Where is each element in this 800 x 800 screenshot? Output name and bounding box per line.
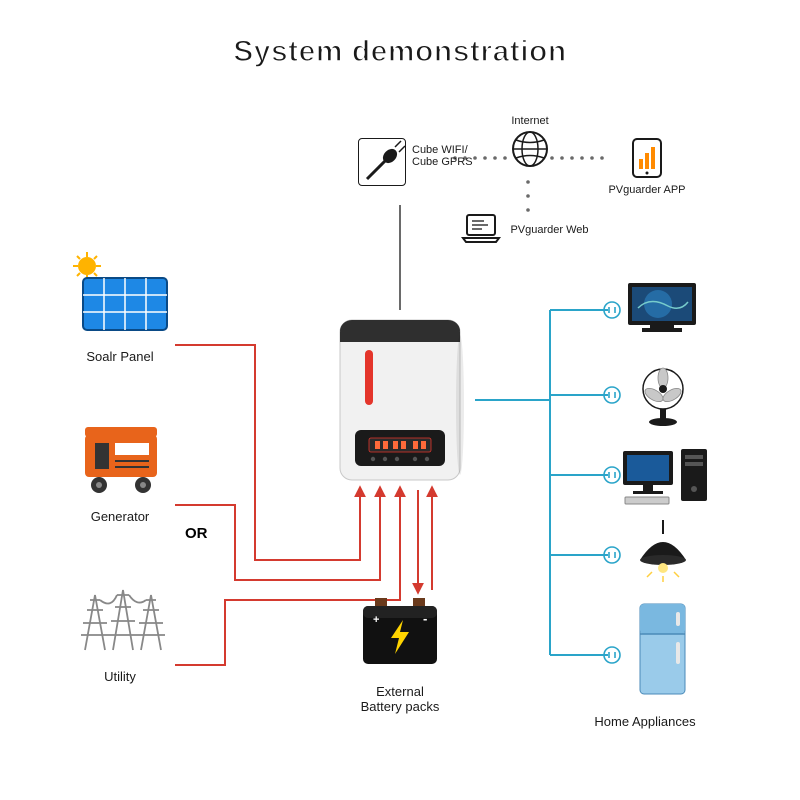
appliances-label: Home Appliances (580, 710, 710, 729)
battery-node: + - External Battery packs (345, 590, 455, 714)
fan-icon (628, 365, 698, 427)
cube-node: Cube WIFI/ Cube GPRS (358, 138, 443, 191)
generator-icon (65, 415, 175, 500)
internet-label: Internet (505, 115, 555, 127)
inverter-node (325, 310, 475, 495)
generator-node: Generator (65, 415, 175, 524)
app-node: PVguarder APP (602, 137, 692, 196)
solar-panel-node: Soalr Panel (65, 250, 175, 364)
battery-icon: + - (345, 590, 455, 675)
svg-text:-: - (423, 611, 427, 626)
app-label: PVguarder APP (602, 184, 692, 196)
lamp-node (628, 520, 698, 593)
cube-icon (358, 138, 406, 186)
web-label: PVguarder Web (510, 224, 588, 236)
page-title: System demonstration (233, 35, 566, 69)
inverter-icon (325, 310, 475, 490)
pc-icon (615, 445, 715, 507)
phone-icon (630, 137, 664, 179)
solar-panel-label: Soalr Panel (65, 349, 175, 364)
web-node: PVguarder Web (460, 212, 600, 246)
battery-label: External Battery packs (345, 684, 455, 714)
globe-icon (508, 127, 552, 171)
tv-icon (620, 278, 705, 338)
pc-node (615, 445, 715, 512)
svg-text:+: + (373, 614, 379, 626)
fan-node (628, 365, 698, 432)
utility-icon (65, 575, 175, 660)
utility-label: Utility (65, 669, 175, 684)
tv-node (620, 278, 705, 343)
utility-node: Utility (65, 575, 175, 684)
or-label: OR (185, 525, 208, 542)
solar-panel-icon (65, 250, 175, 340)
generator-label: Generator (65, 509, 175, 524)
lamp-icon (628, 520, 698, 588)
fridge-icon (630, 600, 695, 700)
fridge-node (630, 600, 695, 705)
cube-label: Cube WIFI/ Cube GPRS (412, 144, 482, 168)
laptop-icon (460, 212, 502, 246)
internet-node: Internet (505, 115, 555, 176)
